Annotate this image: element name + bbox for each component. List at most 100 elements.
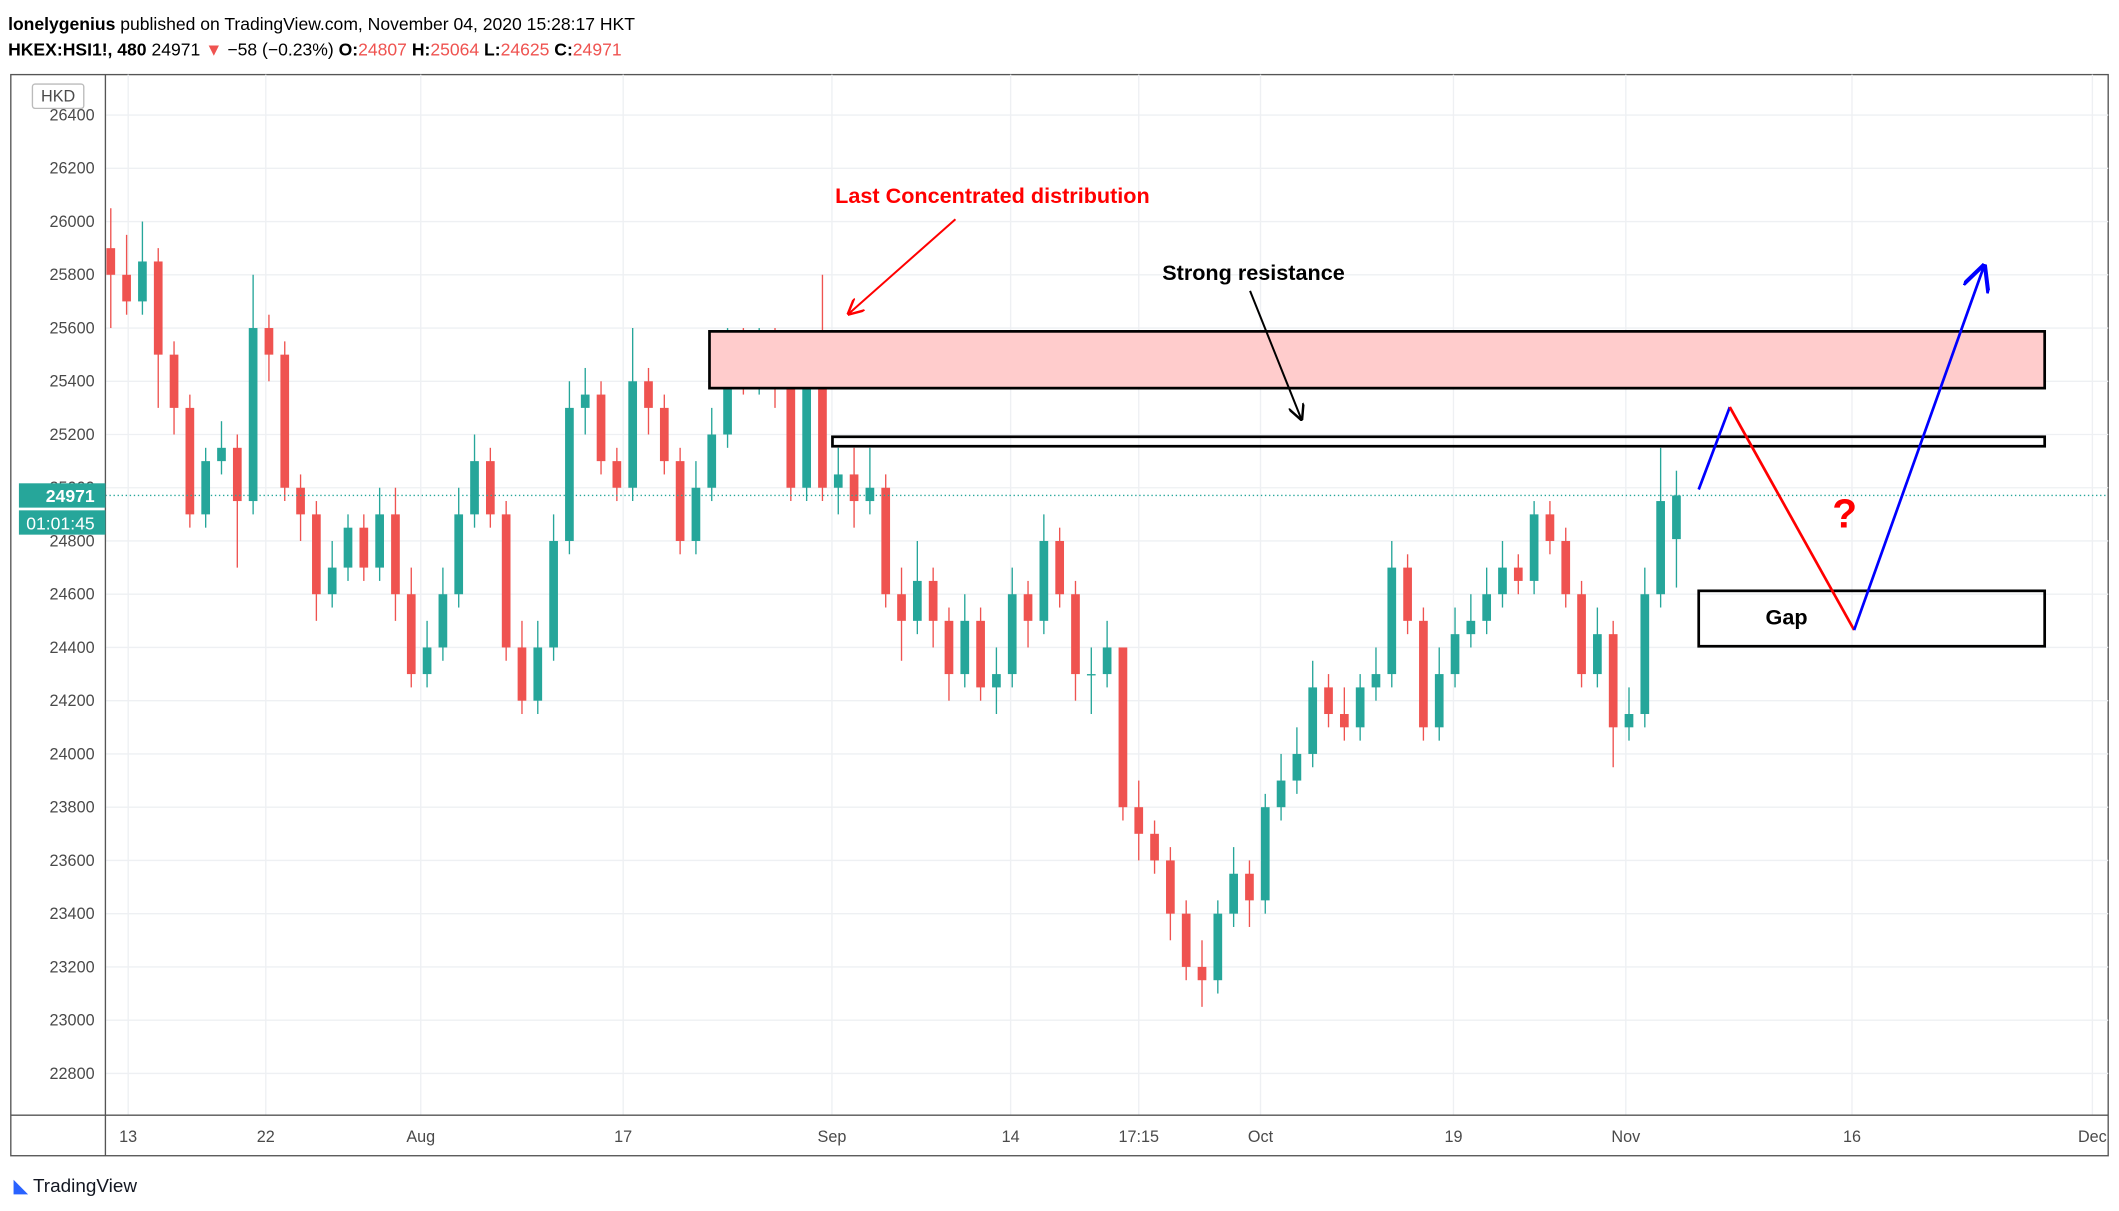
candle-body (659, 407, 669, 462)
candle-body (1276, 780, 1286, 808)
x-tick-label: Aug (406, 1128, 435, 1146)
candle-body (992, 674, 1001, 688)
candle-body (1007, 594, 1017, 675)
candle-body (343, 527, 353, 568)
candle-body (1134, 807, 1144, 834)
published: published on TradingView.com, November 0… (120, 14, 635, 34)
candle-body (849, 474, 859, 502)
candle-body (1450, 634, 1460, 675)
candle-body (232, 447, 242, 502)
x-tick-label: 16 (1843, 1128, 1861, 1146)
candle-body (153, 261, 163, 355)
candle-body (470, 461, 479, 515)
candle-body (1482, 594, 1492, 621)
candle-body (391, 514, 400, 595)
symbol-line: HKEX:HSI1!, 480 24971 ▼ −58 (−0.23%) O:2… (8, 40, 622, 60)
candle-body (897, 594, 906, 621)
candle-body (802, 381, 811, 488)
candle-body (1466, 620, 1476, 635)
y-tick-label: 24000 (50, 745, 95, 763)
y-tick-label: 23600 (50, 852, 95, 870)
candle-body (169, 354, 179, 408)
candle-body (644, 381, 653, 408)
candle-body (185, 407, 195, 515)
candle-body (1434, 674, 1444, 728)
candle-body (1102, 647, 1112, 675)
countdown: 01:01:45 (26, 513, 95, 533)
candle-body (1529, 514, 1539, 581)
candle-body (976, 620, 985, 688)
symbol: HKEX:HSI1!, 480 (8, 40, 147, 60)
candle-body (723, 354, 732, 435)
y-tick-label: 23400 (50, 905, 95, 923)
candle-body (1229, 873, 1238, 914)
logo: ◣ TradingView (14, 1176, 138, 1197)
question-mark: ? (1832, 490, 1857, 536)
x-tick-label: Oct (1248, 1128, 1274, 1146)
projection-rally (1852, 267, 1984, 631)
x-tick-label: 14 (1002, 1128, 1020, 1146)
candle-body (1181, 913, 1191, 967)
candle-body (138, 261, 147, 302)
candle-body (264, 328, 274, 355)
gap-zone (1697, 589, 2047, 648)
y-tick-label: 24200 (50, 692, 95, 710)
candle-body (533, 647, 543, 701)
candle-body (818, 381, 827, 488)
candle-body (106, 248, 116, 275)
candle-body (1656, 501, 1665, 595)
distribution-label: Last Concentrated distribution (835, 183, 1150, 208)
candle-body (1023, 594, 1033, 621)
candle-body (549, 540, 558, 648)
candle-body (1324, 687, 1333, 715)
x-tick-label: Dec (2078, 1128, 2107, 1146)
candle-body (1545, 514, 1555, 541)
candle-body (280, 354, 290, 488)
candle-body (248, 328, 258, 502)
x-tick-label: 13 (119, 1128, 137, 1146)
c-label: C: (554, 40, 573, 60)
candle-body (1577, 594, 1586, 675)
y-tick-label: 23800 (50, 799, 95, 817)
candle-body (485, 461, 495, 515)
candle-body (1213, 913, 1223, 981)
candle-body (580, 394, 590, 408)
candle-body (928, 580, 938, 621)
candle-body (517, 647, 527, 701)
candle-body (1150, 833, 1159, 861)
candle-body (1086, 674, 1096, 676)
candle-body (944, 620, 954, 675)
candle-body (1118, 647, 1128, 808)
candle-body (438, 594, 448, 648)
resistance-zone (831, 435, 2047, 448)
y-tick-label: 26000 (50, 213, 95, 231)
candle-body (327, 567, 337, 595)
candle-body (1371, 674, 1381, 688)
resistance-arrow (1249, 290, 1301, 419)
resistance-label: Strong resistance (1162, 260, 1345, 285)
c-value: 24971 (573, 40, 622, 60)
y-tick-label: 26400 (50, 106, 95, 124)
candle-body (565, 407, 574, 541)
candle-body (1039, 540, 1049, 621)
candle-body (1387, 567, 1397, 675)
candle-body (454, 514, 464, 595)
y-tick-label: 23000 (50, 1012, 95, 1030)
candle-body (675, 461, 685, 541)
distribution-arrow (849, 218, 957, 314)
countdown-box (18, 510, 106, 535)
y-tick-label: 25600 (50, 319, 95, 337)
candle-body (960, 620, 970, 675)
projection-up (1697, 406, 1732, 490)
candle-body (912, 580, 922, 621)
frame (10, 73, 2109, 1157)
candle-body (375, 514, 384, 568)
candle-body (122, 274, 131, 302)
y-tick-label: 23200 (50, 958, 95, 976)
price-label: 24971 (46, 486, 95, 506)
o-label: O: (339, 40, 359, 60)
l-label: L: (484, 40, 501, 60)
x-tick-label: 17 (614, 1128, 632, 1146)
candle-body (881, 487, 891, 595)
